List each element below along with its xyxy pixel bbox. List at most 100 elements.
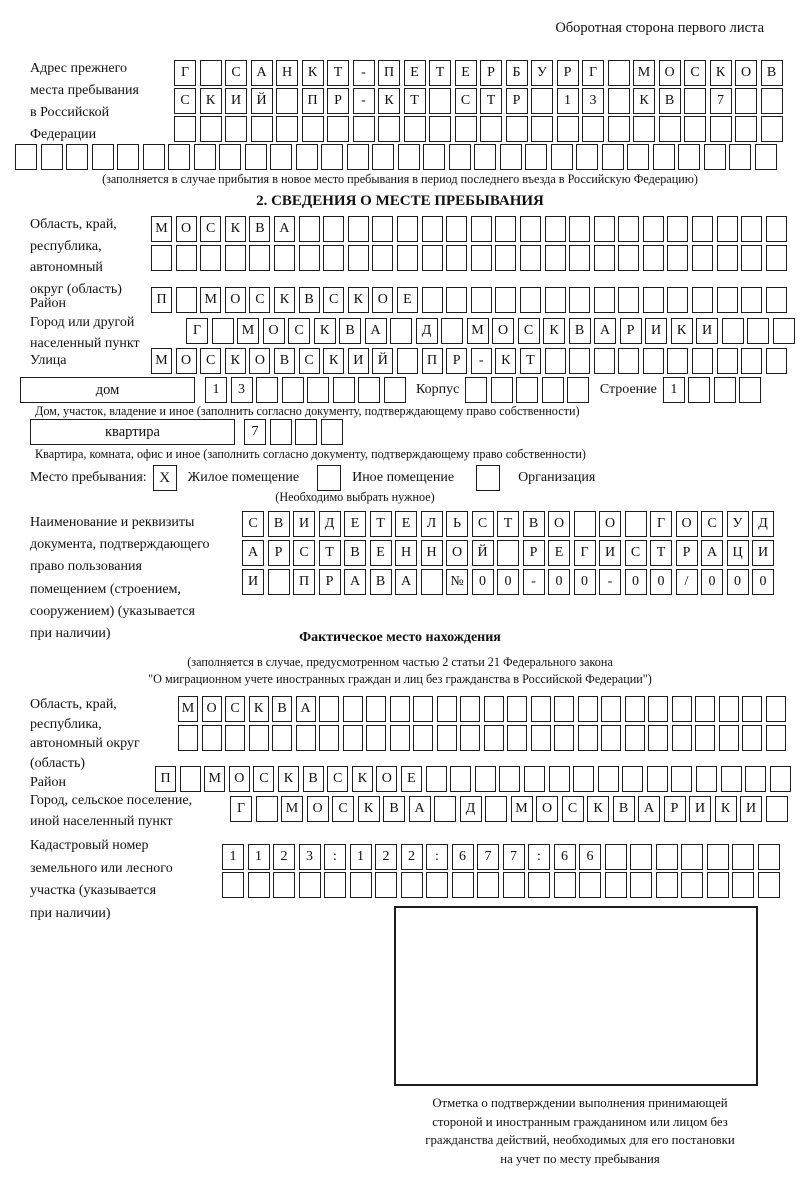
char-cell[interactable] — [483, 725, 504, 751]
char-cell[interactable]: Р — [556, 60, 579, 86]
char-cell[interactable]: Г — [582, 60, 604, 86]
char-cell[interactable] — [451, 872, 474, 898]
char-cell[interactable] — [713, 377, 736, 403]
char-cell[interactable] — [499, 766, 521, 792]
char-cell[interactable] — [295, 144, 318, 170]
char-cell[interactable]: Г — [650, 511, 672, 537]
char-cell[interactable]: К — [313, 318, 336, 344]
char-cell[interactable] — [502, 872, 525, 898]
char-cell[interactable]: 0 — [471, 569, 494, 595]
char-cell[interactable] — [420, 569, 443, 595]
char-cell[interactable]: С — [454, 88, 477, 114]
char-cell[interactable] — [519, 216, 541, 242]
char-cell[interactable]: О — [306, 796, 329, 822]
char-cell[interactable]: К — [224, 348, 246, 374]
char-cell[interactable] — [383, 377, 406, 403]
char-cell[interactable]: С — [288, 318, 310, 344]
char-cell[interactable] — [307, 377, 329, 403]
char-cell[interactable] — [642, 287, 664, 313]
char-cell[interactable] — [577, 696, 598, 722]
char-cell[interactable] — [248, 725, 269, 751]
char-cell[interactable]: Т — [318, 540, 341, 566]
char-cell[interactable] — [421, 287, 443, 313]
char-cell[interactable] — [765, 287, 787, 313]
char-cell[interactable] — [396, 348, 418, 374]
char-cell[interactable]: О — [376, 766, 398, 792]
char-cell[interactable] — [436, 696, 457, 722]
char-cell[interactable]: И — [689, 796, 711, 822]
char-cell[interactable] — [624, 696, 645, 722]
char-cell[interactable] — [332, 377, 355, 403]
char-cell[interactable] — [372, 216, 394, 242]
char-cell[interactable] — [757, 872, 780, 898]
char-cell[interactable] — [667, 245, 689, 271]
char-cell[interactable]: С — [471, 511, 494, 537]
char-cell[interactable] — [530, 725, 551, 751]
char-cell[interactable]: Е — [548, 540, 570, 566]
char-cell[interactable] — [548, 766, 570, 792]
char-cell[interactable] — [633, 116, 655, 142]
char-cell[interactable]: О — [548, 511, 570, 537]
char-cell[interactable] — [349, 872, 372, 898]
char-cell[interactable] — [765, 245, 787, 271]
char-cell[interactable] — [741, 287, 763, 313]
char-cell[interactable]: Е — [369, 540, 392, 566]
char-cell[interactable]: К — [378, 88, 400, 114]
char-cell[interactable]: А — [408, 796, 431, 822]
char-cell[interactable]: Г — [230, 796, 252, 822]
char-cell[interactable] — [541, 377, 564, 403]
char-cell[interactable]: 0 — [573, 569, 596, 595]
char-cell[interactable] — [450, 766, 472, 792]
char-cell[interactable] — [244, 144, 267, 170]
char-cell[interactable]: И — [645, 318, 667, 344]
char-cell[interactable]: Р — [505, 88, 528, 114]
char-cell[interactable]: И — [293, 511, 315, 537]
char-cell[interactable] — [618, 287, 640, 313]
char-cell[interactable] — [721, 318, 744, 344]
char-cell[interactable]: 1 — [556, 88, 579, 114]
char-cell[interactable] — [573, 766, 595, 792]
char-cell[interactable] — [470, 245, 492, 271]
char-cell[interactable]: К — [543, 318, 565, 344]
char-cell[interactable]: Ц — [726, 540, 749, 566]
char-cell[interactable] — [642, 348, 664, 374]
char-cell[interactable] — [692, 245, 714, 271]
char-cell[interactable] — [281, 377, 304, 403]
char-cell[interactable] — [741, 216, 763, 242]
char-cell[interactable]: В — [383, 796, 405, 822]
char-cell[interactable] — [556, 116, 579, 142]
char-cell[interactable] — [765, 796, 788, 822]
char-cell[interactable]: К — [587, 796, 609, 822]
char-cell[interactable]: В — [267, 511, 290, 537]
char-cell[interactable]: В — [344, 540, 366, 566]
char-cell[interactable] — [174, 116, 196, 142]
char-cell[interactable] — [495, 216, 517, 242]
char-cell[interactable]: О — [372, 287, 394, 313]
char-cell[interactable]: О — [228, 766, 250, 792]
char-cell[interactable] — [703, 144, 726, 170]
char-cell[interactable]: Г — [174, 60, 196, 86]
char-cell[interactable] — [273, 245, 295, 271]
char-cell[interactable] — [765, 725, 786, 751]
char-cell[interactable]: М — [151, 216, 172, 242]
char-cell[interactable] — [607, 60, 630, 86]
char-cell[interactable] — [648, 725, 668, 751]
char-cell[interactable] — [495, 245, 517, 271]
char-cell[interactable] — [175, 245, 197, 271]
char-cell[interactable]: С — [225, 696, 245, 722]
char-cell[interactable] — [342, 696, 363, 722]
char-cell[interactable] — [618, 348, 640, 374]
char-cell[interactable] — [642, 245, 664, 271]
char-cell[interactable]: А — [250, 60, 273, 86]
char-cell[interactable] — [358, 377, 380, 403]
char-cell[interactable]: Л — [420, 511, 443, 537]
char-cell[interactable]: В — [249, 216, 271, 242]
char-cell[interactable]: И — [225, 88, 247, 114]
char-cell[interactable] — [667, 287, 689, 313]
char-cell[interactable] — [622, 766, 644, 792]
char-cell[interactable] — [250, 116, 273, 142]
char-cell[interactable] — [630, 844, 652, 870]
char-cell[interactable] — [576, 144, 598, 170]
char-cell[interactable]: : — [426, 844, 448, 870]
char-cell[interactable] — [497, 540, 519, 566]
